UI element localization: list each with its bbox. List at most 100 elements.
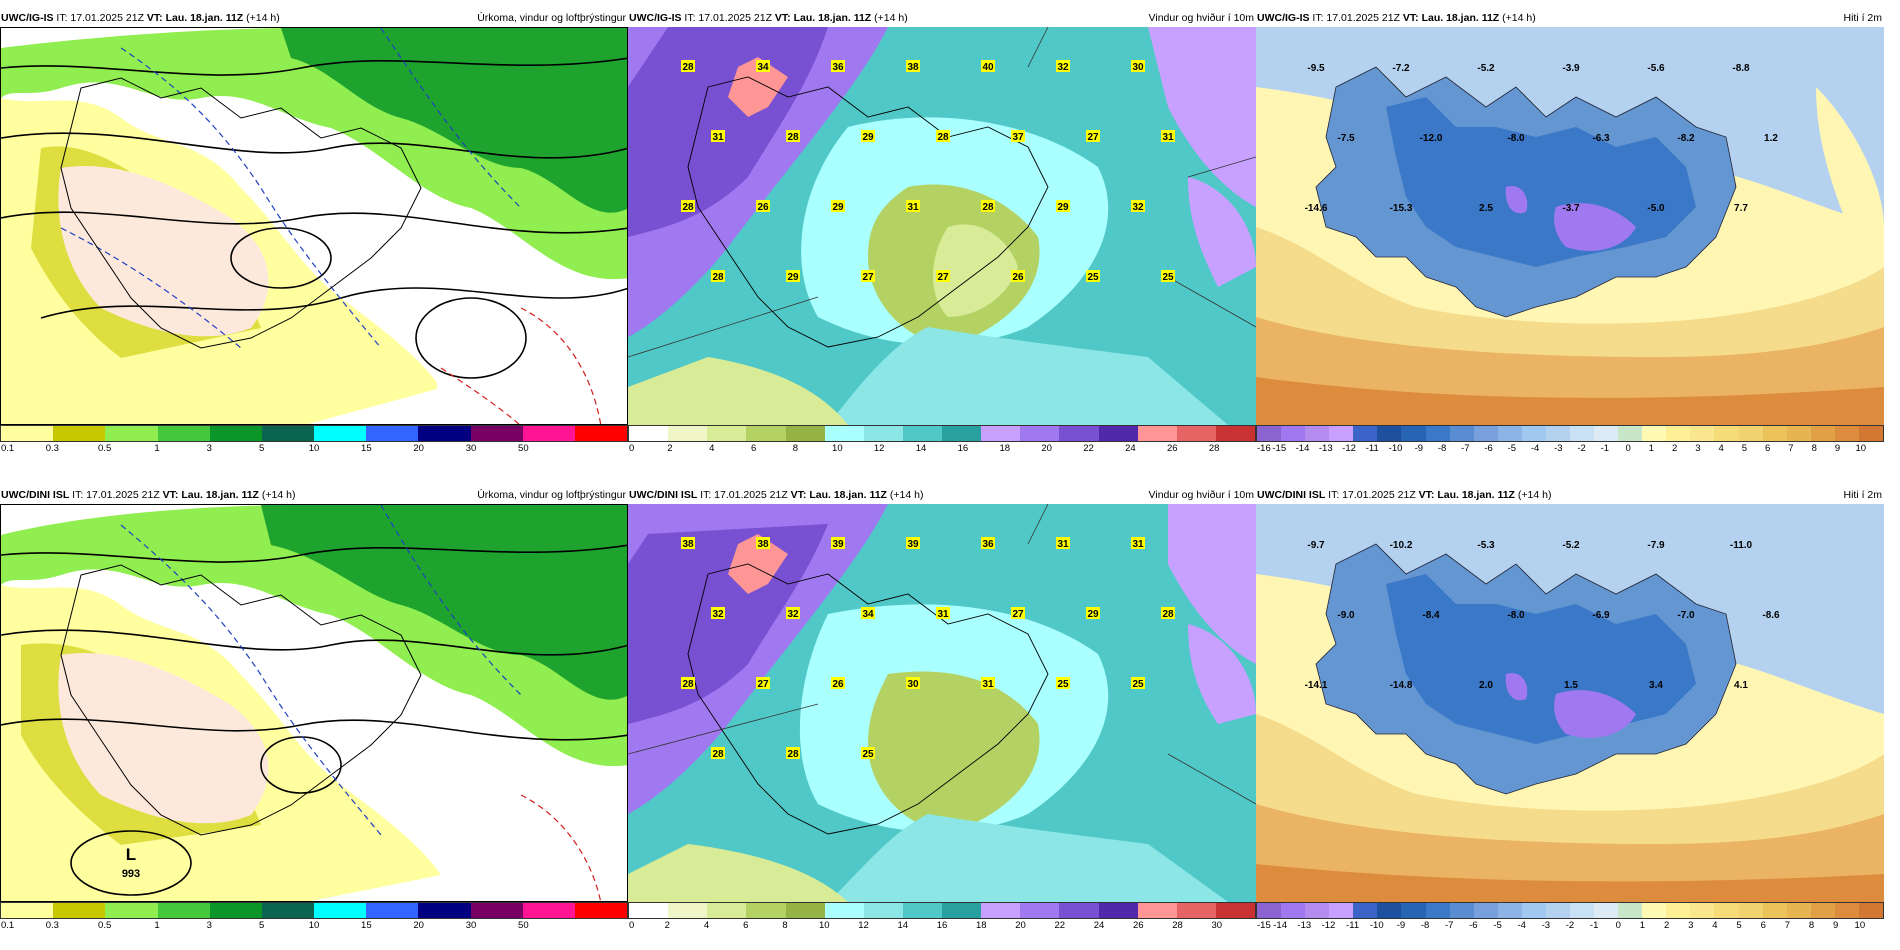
colorbar-tick-label: 20 xyxy=(1041,443,1052,454)
issue-time: IT: 17.01.2025 21Z xyxy=(700,489,788,501)
colorbar-swatch xyxy=(470,903,523,918)
colorbar-tick-label: 8 xyxy=(782,920,788,931)
gust-label-bg xyxy=(681,677,695,689)
colorbar-tick-label: 9 xyxy=(1834,443,1841,454)
colorbar-swatch xyxy=(1329,903,1354,918)
gust-label-bg xyxy=(786,270,800,282)
panel-precip-row2: UWC/DINI ISL IT: 17.01.2025 21Z VT: Lau.… xyxy=(0,487,628,947)
temperature-label: -15.3 xyxy=(1390,203,1413,214)
gust-label-bg xyxy=(1056,200,1070,212)
temperature-label: -8.6 xyxy=(1762,610,1780,621)
gust-label: 25 xyxy=(862,749,874,760)
colorbar-tick-label: -9 xyxy=(1414,443,1424,454)
colorbar-tick-label: 10 xyxy=(308,920,320,931)
panel-title: Úrkoma, vindur og loftþrýstingur xyxy=(477,489,626,501)
colorbar-tick-label: 22 xyxy=(1083,443,1094,454)
colorbar-tick-label: 20 xyxy=(413,443,424,454)
temperature-label: -14.6 xyxy=(1305,203,1328,214)
temperature-label: 3.4 xyxy=(1649,680,1663,691)
colorbar-tick-label: 28 xyxy=(1208,443,1220,454)
colorbar-swatch xyxy=(1281,426,1306,441)
colorbar-swatch xyxy=(1594,426,1619,441)
colorbar-tick-label: 10 xyxy=(1854,920,1866,931)
panel-title: Hiti í 2m xyxy=(1843,489,1882,501)
temperature-label: -11.0 xyxy=(1730,540,1753,551)
colorbar-tick-label: -1 xyxy=(1589,920,1599,931)
colorbar-tick-label: 3 xyxy=(1695,443,1701,454)
colorbar-swatch xyxy=(1786,903,1811,918)
colorbar-swatch xyxy=(209,903,262,918)
colorbar-tick-label: 18 xyxy=(999,443,1011,454)
colorbar-tick-label: 14 xyxy=(915,443,927,454)
gust-label-bg xyxy=(711,130,725,142)
colorbar-swatch xyxy=(1545,903,1571,918)
colorbar-swatch xyxy=(1545,426,1571,441)
gust-label-bg xyxy=(756,200,770,212)
colorbar-tick-label: -7 xyxy=(1461,443,1470,454)
gust-label-bg xyxy=(831,60,845,72)
colorbar-swatch xyxy=(1497,426,1522,441)
panel-temp-row1: UWC/IG-IS IT: 17.01.2025 21Z VT: Lau. 18… xyxy=(1256,10,1884,470)
colorbar-swatch xyxy=(1473,426,1498,441)
gust-label: 31 xyxy=(1162,132,1174,143)
gust-label-bg xyxy=(981,537,995,549)
gust-label-bg xyxy=(711,607,725,619)
temperature-label: 4.1 xyxy=(1734,680,1748,691)
colorbar-tick-label: -16 xyxy=(1257,443,1271,454)
gust-label-bg xyxy=(1161,270,1175,282)
temperature-label: 7.7 xyxy=(1734,203,1748,214)
gust-label: 29 xyxy=(787,272,799,283)
colorbar-swatch xyxy=(314,426,367,441)
gust-label-bg xyxy=(981,200,995,212)
gust-label-bg xyxy=(936,130,950,142)
temperature-label: -8.4 xyxy=(1422,610,1440,621)
temperature-label: -6.3 xyxy=(1592,133,1610,144)
colorbar-tick-label: -11 xyxy=(1365,443,1379,454)
colorbar-tick-label: -15 xyxy=(1257,920,1271,931)
gust-label: 25 xyxy=(1057,679,1069,690)
wind-colorbar: 0 2 4 6 8 10 12 14 16 18 20 22 24 26 28 30 xyxy=(628,902,1256,936)
gust-label: 30 xyxy=(1132,62,1144,73)
gust-label-bg xyxy=(831,200,845,212)
gust-label-bg xyxy=(1056,677,1070,689)
temp-map: -9.7 -10.2 -5.3 -5.2 -7.9 -11.0 -9.0 -8.4 -8.0 -6… xyxy=(1256,504,1884,902)
colorbar-tick-label: 2 xyxy=(664,920,670,931)
colorbar-tick-label: 2 xyxy=(667,443,673,454)
temperature-label: -7.9 xyxy=(1647,540,1665,551)
colorbar-tick-label: 1 xyxy=(154,920,160,931)
colorbar-tick-label: -15 xyxy=(1272,443,1287,454)
colorbar-tick-label: 26 xyxy=(1166,443,1178,454)
colorbar-swatch xyxy=(1858,903,1884,918)
colorbar-swatch xyxy=(1305,903,1330,918)
model-name: UWC/DINI ISL xyxy=(1257,489,1326,501)
colorbar-tick-label: -10 xyxy=(1388,443,1403,454)
colorbar-swatch xyxy=(1176,903,1216,918)
colorbar-tick-label: 3 xyxy=(206,443,212,454)
colorbar-tick-label: 18 xyxy=(975,920,987,931)
colorbar-swatch xyxy=(1594,903,1619,918)
colorbar-swatch xyxy=(1642,426,1667,441)
gust-label: 29 xyxy=(1057,202,1069,213)
colorbar-tick-label: 5 xyxy=(259,443,265,454)
temperature-label: -7.0 xyxy=(1677,610,1695,621)
gust-label-bg xyxy=(786,607,800,619)
colorbar-swatch xyxy=(1257,426,1282,441)
colorbar-swatch xyxy=(1401,903,1426,918)
colorbar-swatch xyxy=(1305,426,1330,441)
colorbar-tick-label: -6 xyxy=(1484,443,1493,454)
colorbar-swatch xyxy=(1449,903,1474,918)
colorbar-tick-label: -8 xyxy=(1420,920,1430,931)
temperature-label: -9.0 xyxy=(1337,610,1355,621)
colorbar-swatch xyxy=(1714,903,1739,918)
gust-label: 39 xyxy=(832,539,844,550)
colorbar-tick-label: 1 xyxy=(1648,443,1655,454)
model-name: UWC/IG-IS xyxy=(1257,12,1310,24)
colorbar-swatch xyxy=(668,426,708,441)
gust-label: 38 xyxy=(907,62,919,73)
colorbar-swatch xyxy=(668,903,708,918)
colorbar-swatch xyxy=(1059,903,1099,918)
colorbar-swatch xyxy=(1020,426,1060,441)
colorbar-swatch xyxy=(1570,426,1595,441)
colorbar-tick-label: -9 xyxy=(1396,920,1406,931)
gust-label: 37 xyxy=(1012,132,1024,143)
